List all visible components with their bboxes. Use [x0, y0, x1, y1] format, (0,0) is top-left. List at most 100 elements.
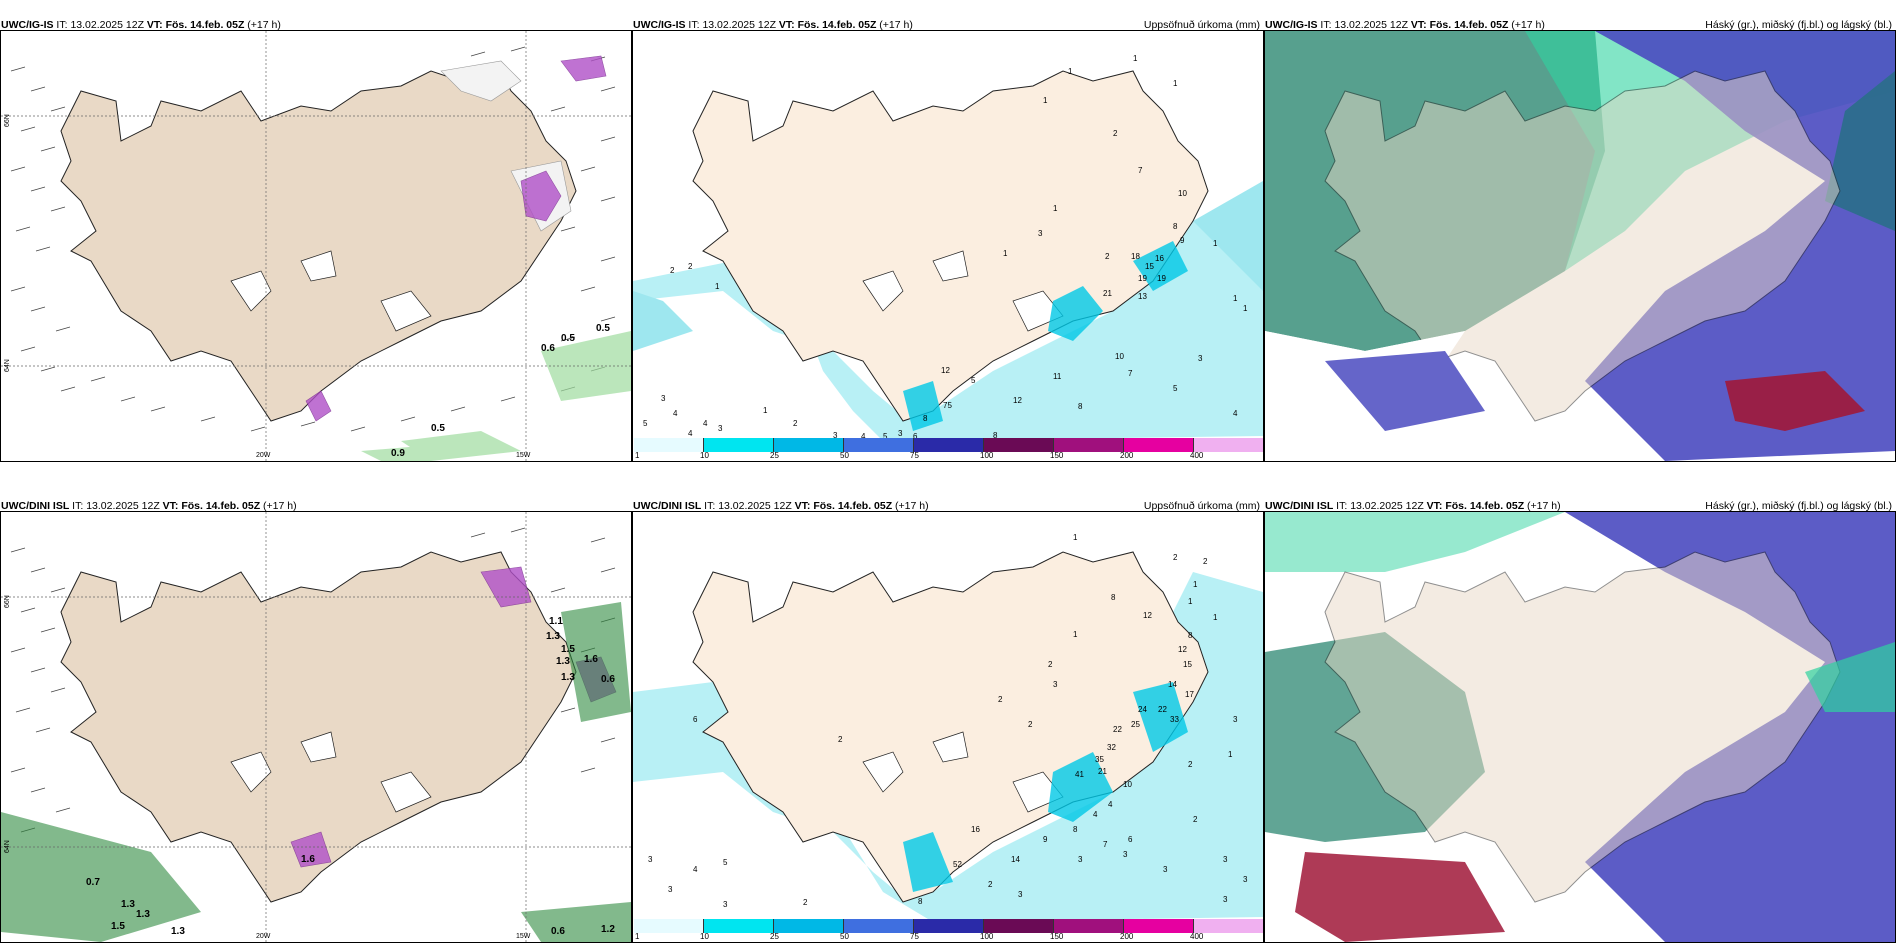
svg-text:12: 12 — [941, 366, 950, 375]
map-frame[interactable]: 1 1 1 1 2 7 10 8 9 16 15 19 19 13 18 21 … — [632, 30, 1264, 462]
svg-text:7: 7 — [1128, 369, 1133, 378]
panel-title: Uppsöfnuð úrkoma (mm) — [1143, 19, 1260, 31]
iceland-land — [60, 551, 577, 903]
colorbar-label: 1 — [635, 932, 640, 941]
precip-purple — [305, 55, 607, 422]
svg-text:0.5: 0.5 — [431, 423, 445, 434]
svg-text:2: 2 — [803, 898, 808, 907]
svg-text:21: 21 — [1103, 289, 1112, 298]
colorbar-label: 75 — [910, 451, 919, 460]
colorbar-label: 100 — [980, 932, 994, 941]
svg-text:3: 3 — [1163, 865, 1168, 874]
svg-text:1: 1 — [1193, 580, 1198, 589]
svg-text:7: 7 — [1103, 840, 1108, 849]
svg-text:25: 25 — [1131, 720, 1140, 729]
svg-text:41: 41 — [1075, 770, 1084, 779]
svg-text:1: 1 — [1073, 630, 1078, 639]
svg-text:12: 12 — [1178, 645, 1187, 654]
svg-text:15: 15 — [1145, 262, 1154, 271]
svg-text:3: 3 — [1223, 895, 1228, 904]
svg-text:10: 10 — [1123, 780, 1132, 789]
lat-label: 64N — [4, 359, 11, 372]
model-name: UWC/IG-IS — [1, 19, 54, 31]
map-frame[interactable] — [1264, 511, 1896, 943]
svg-text:1: 1 — [1043, 96, 1048, 105]
svg-text:5: 5 — [1173, 384, 1178, 393]
colorbar-label: 150 — [1050, 451, 1064, 460]
svg-text:3: 3 — [898, 429, 903, 438]
svg-text:4: 4 — [1108, 800, 1113, 809]
svg-text:1: 1 — [1003, 249, 1008, 258]
svg-text:4: 4 — [673, 409, 678, 418]
svg-text:1.3: 1.3 — [171, 926, 185, 937]
svg-text:0.9: 0.9 — [391, 448, 405, 459]
svg-text:3: 3 — [1233, 715, 1238, 724]
svg-text:1.6: 1.6 — [301, 854, 315, 865]
colorbar-label: 10 — [700, 451, 709, 460]
colorbar-label: 400 — [1190, 451, 1204, 460]
svg-text:4: 4 — [861, 432, 866, 441]
svg-text:5: 5 — [883, 432, 888, 441]
svg-text:2: 2 — [998, 695, 1003, 704]
svg-text:9: 9 — [1180, 236, 1185, 245]
svg-text:75: 75 — [943, 401, 952, 410]
svg-text:3: 3 — [1053, 680, 1058, 689]
colorbar-segment — [774, 438, 844, 452]
svg-text:3: 3 — [718, 424, 723, 433]
colorbar-label: 1 — [635, 451, 640, 460]
svg-text:8: 8 — [923, 414, 928, 423]
svg-text:13: 13 — [1138, 292, 1147, 301]
colorbar-segment — [914, 919, 984, 933]
colorbar-segment — [1124, 438, 1194, 452]
colorbar-label: 150 — [1050, 932, 1064, 941]
colorbar-segment — [1124, 919, 1194, 933]
svg-text:1: 1 — [1073, 533, 1078, 542]
panel-header: UWC/DINI ISL IT: 13.02.2025 12Z VT: Fös.… — [1, 500, 297, 512]
panel-header: UWC/IG-IS IT: 13.02.2025 12Z VT: Fös. 14… — [1264, 15, 1896, 35]
colorbar-segment — [704, 438, 774, 452]
panel-wind-top: UWC/IG-IS IT: 13.02.2025 12Z VT: Fös. 14… — [0, 15, 632, 462]
map-frame[interactable]: 20W 15W 66N 64N 0.5 0.6 0.5 0.9 0.5 — [0, 30, 632, 462]
cloud-low-red — [1725, 371, 1865, 431]
map-frame[interactable] — [1264, 30, 1896, 462]
panel-header: UWC/IG-IS IT: 13.02.2025 12Z VT: Fös. 14… — [632, 15, 1264, 35]
map-frame[interactable]: 20W 15W 66N 64N 0.7 1.3 1.3 1.5 1.3 0.6 … — [0, 511, 632, 943]
svg-text:5: 5 — [723, 858, 728, 867]
svg-text:15W: 15W — [516, 933, 531, 940]
svg-text:1.5: 1.5 — [111, 921, 125, 932]
svg-text:10: 10 — [1115, 352, 1124, 361]
svg-text:3: 3 — [833, 431, 838, 440]
colorbar-segment — [844, 438, 914, 452]
svg-text:3: 3 — [1198, 354, 1203, 363]
colorbar-label: 200 — [1120, 451, 1134, 460]
colorbar-label: 10 — [700, 932, 709, 941]
svg-text:3: 3 — [1038, 229, 1043, 238]
precip-cyan — [903, 682, 1188, 892]
colorbar-label: 50 — [840, 451, 849, 460]
lon-label: 20W — [256, 452, 271, 459]
precip-green — [1, 602, 631, 942]
svg-text:1: 1 — [1228, 750, 1233, 759]
svg-text:4: 4 — [1093, 810, 1098, 819]
svg-text:3: 3 — [648, 855, 653, 864]
colorbar-segment — [844, 919, 914, 933]
svg-text:7: 7 — [1138, 166, 1143, 175]
svg-text:5: 5 — [971, 376, 976, 385]
map-frame[interactable]: 1 2 2 1 8 12 1 1 8 12 15 14 17 22 33 24 … — [632, 511, 1264, 943]
colorbar-segment — [914, 438, 984, 452]
svg-text:10: 10 — [1178, 189, 1187, 198]
svg-text:8: 8 — [918, 897, 923, 906]
svg-text:1: 1 — [1213, 613, 1218, 622]
svg-text:1: 1 — [1188, 597, 1193, 606]
panel-header: UWC/DINI ISL IT: 13.02.2025 12Z VT: Fös.… — [633, 500, 1260, 512]
colorbar-segment — [1054, 438, 1124, 452]
svg-text:3: 3 — [1243, 875, 1248, 884]
colorbar: 1 10 25 50 75 100 150 200 400 — [634, 438, 1263, 461]
svg-text:3: 3 — [723, 900, 728, 909]
svg-text:1.3: 1.3 — [561, 672, 575, 683]
svg-text:12: 12 — [1013, 396, 1022, 405]
sea-precip — [633, 221, 1263, 441]
iceland-land — [1324, 551, 1841, 903]
colorbar-segment — [1194, 438, 1263, 452]
colorbar: 1 10 25 50 75 100 150 200 400 — [634, 919, 1263, 942]
